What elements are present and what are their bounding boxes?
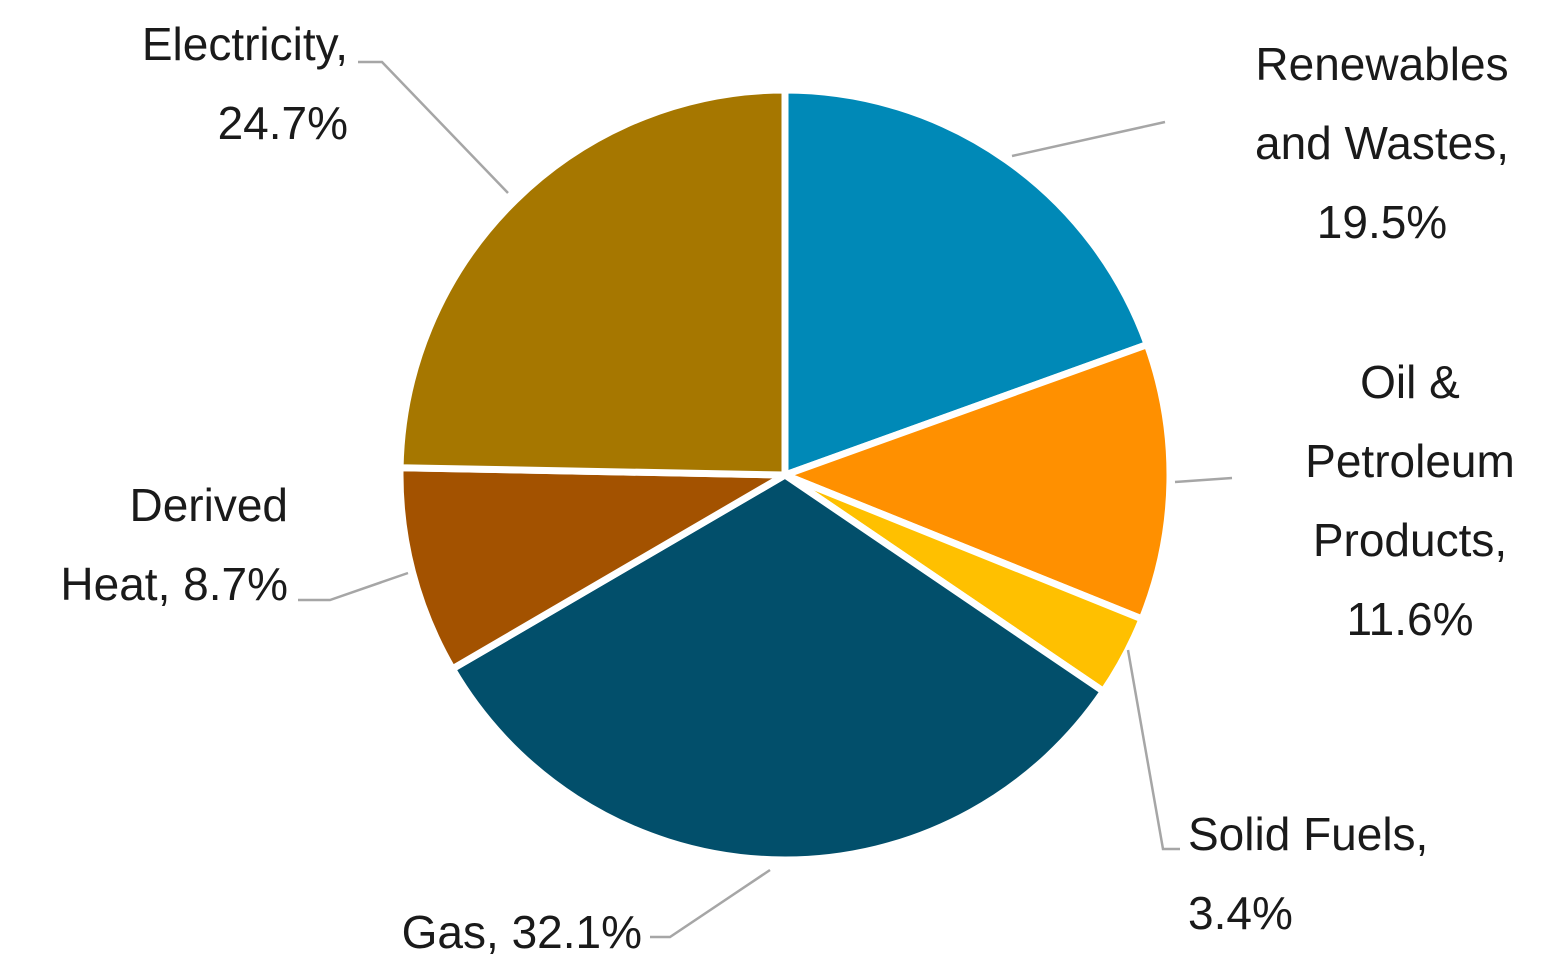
leader-line-renewables-and-wastes [1011,120,1166,158]
label-line: 24.7% [218,97,348,149]
label-line: Heat, 8.7% [60,558,288,610]
label-line: and Wastes, [1255,117,1509,169]
label-gas: Gas, 32.1% [402,906,642,958]
label-line: Electricity, [142,18,348,70]
label-line: Solid Fuels, [1188,808,1428,860]
leader-line-solid-fuels [1126,649,1180,851]
label-derived-heat: Derived Heat, 8.7% [60,479,288,610]
slice-labels: Renewables and Wastes, 19.5% Oil & Petroleum… [60,18,1514,958]
label-line: Gas, 32.1% [402,906,642,958]
slice-renewables-and-wastes [781,86,1152,480]
leader-lines [298,60,1233,939]
label-line: 19.5% [1317,196,1447,248]
leader-line-gas [650,868,771,939]
slice-oil-petroleum-products [775,340,1174,624]
leader-line-oil-petroleum-products [1174,476,1233,484]
label-line: 3.4% [1188,887,1293,939]
leader-line-electricity [358,60,509,194]
label-line: Derived [129,479,288,531]
label-line: Products, [1313,514,1507,566]
slice-electricity [396,86,789,479]
label-solid-fuels: Solid Fuels, 3.4% [1188,808,1428,939]
label-renewables-and-wastes: Renewables and Wastes, 19.5% [1255,38,1509,248]
label-oil-petroleum-products: Oil & Petroleum Products, 11.6% [1305,356,1515,645]
label-line: Petroleum [1305,435,1515,487]
slice-gas [447,470,1109,864]
pie-slices [396,86,1174,864]
leader-line-derived-heat [298,571,409,602]
slice-derived-heat [396,464,798,674]
label-line: Oil & [1360,356,1460,408]
label-line: 11.6% [1346,593,1473,645]
label-line: Renewables [1255,38,1508,90]
label-electricity: Electricity, 24.7% [142,18,348,149]
